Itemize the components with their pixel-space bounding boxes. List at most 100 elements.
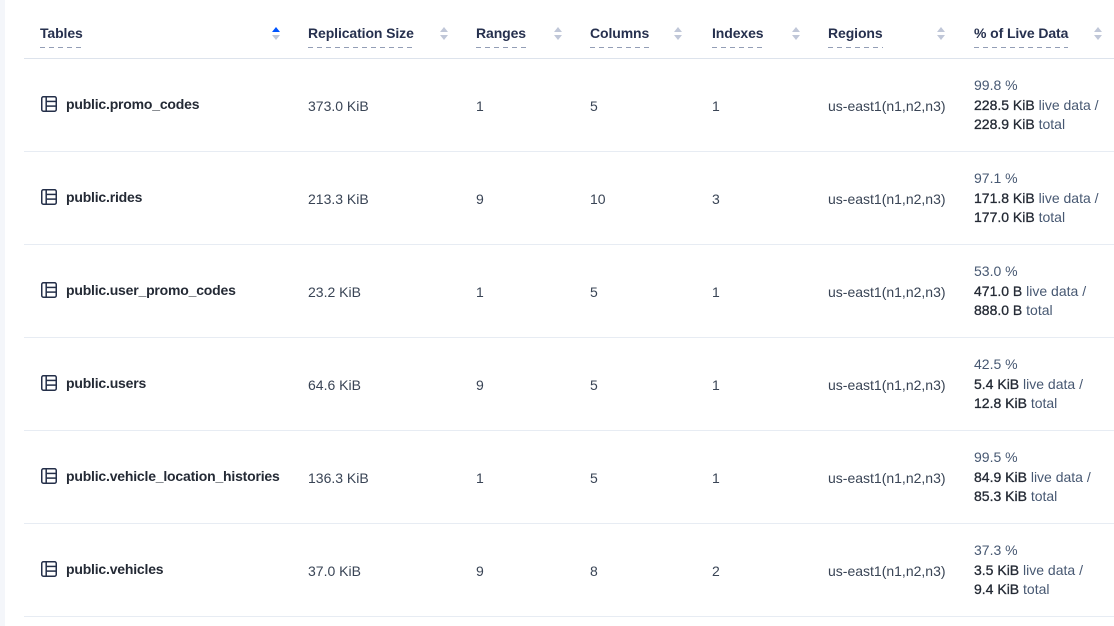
table-name-link[interactable]: public.user_promo_codes bbox=[66, 281, 236, 298]
total-data-amount: 228.9 KiB total bbox=[974, 116, 1066, 133]
cell-indexes: 2 bbox=[692, 523, 810, 617]
sort-arrow-down-icon bbox=[554, 35, 562, 40]
sort-icon-replication-size[interactable] bbox=[440, 26, 448, 40]
table-icon bbox=[41, 560, 57, 577]
live-data-amount: 3.5 KiB live data / bbox=[974, 561, 1083, 578]
live-data-percent: 53.0 % bbox=[974, 263, 1018, 280]
table-name-link[interactable]: public.rides bbox=[66, 188, 143, 205]
table-icon bbox=[41, 281, 57, 298]
table-row[interactable]: public.user_promo_codes 23.2 KiB 1 5 1 u… bbox=[24, 244, 1114, 338]
live-data-percent: 42.5 % bbox=[974, 356, 1018, 373]
column-header-replication-size-label[interactable]: Replication Size bbox=[308, 26, 414, 48]
table-name-link[interactable]: public.vehicles bbox=[66, 560, 164, 577]
cell-columns: 5 bbox=[572, 430, 692, 524]
sort-arrow-up-icon bbox=[554, 27, 562, 32]
column-header-regions[interactable]: Regions bbox=[810, 0, 955, 59]
table-icon bbox=[41, 467, 57, 484]
cell-indexes: 1 bbox=[692, 58, 810, 152]
cell-table-name[interactable]: public.vehicles bbox=[24, 523, 290, 617]
column-header-ranges[interactable]: Ranges bbox=[458, 0, 572, 59]
sort-icon-tables[interactable] bbox=[272, 26, 280, 40]
cell-regions: us-east1(n1,n2,n3) bbox=[810, 58, 955, 152]
table-icon bbox=[41, 188, 57, 205]
table-row[interactable]: public.users 64.6 KiB 9 5 1 us-east1(n1,… bbox=[24, 337, 1114, 431]
cell-regions: us-east1(n1,n2,n3) bbox=[810, 151, 955, 245]
table-name-link[interactable]: public.vehicle_location_histories bbox=[66, 467, 280, 484]
column-header-regions-label[interactable]: Regions bbox=[828, 26, 883, 48]
table-icon bbox=[41, 95, 57, 112]
column-header-tables[interactable]: Tables bbox=[24, 0, 290, 59]
cell-table-name[interactable]: public.promo_codes bbox=[24, 58, 290, 152]
cell-table-name[interactable]: public.user_promo_codes bbox=[24, 244, 290, 338]
cell-ranges: 1 bbox=[458, 58, 572, 152]
cell-table-name[interactable]: public.users bbox=[24, 337, 290, 431]
live-data-amount: 471.0 B live data / bbox=[974, 282, 1087, 299]
sort-arrow-up-icon bbox=[674, 27, 682, 32]
column-header-live-data[interactable]: % of Live Data bbox=[955, 0, 1112, 59]
cell-overflow bbox=[1112, 430, 1114, 524]
cell-regions: us-east1(n1,n2,n3) bbox=[810, 523, 955, 617]
sort-arrow-up-icon bbox=[272, 27, 280, 32]
sort-icon-regions[interactable] bbox=[937, 26, 945, 40]
cell-columns: 5 bbox=[572, 337, 692, 431]
cell-replication-size: 213.3 KiB bbox=[290, 151, 458, 245]
cell-ranges: 9 bbox=[458, 151, 572, 245]
column-header-live-data-label[interactable]: % of Live Data bbox=[974, 26, 1068, 48]
column-header-ranges-label[interactable]: Ranges bbox=[476, 26, 526, 48]
total-data-amount: 177.0 KiB total bbox=[974, 209, 1066, 226]
column-header-columns-label[interactable]: Columns bbox=[590, 26, 649, 48]
live-data-amount: 84.9 KiB live data / bbox=[974, 468, 1091, 485]
live-data-amount: 228.5 KiB live data / bbox=[974, 96, 1099, 113]
cell-overflow bbox=[1112, 523, 1114, 617]
column-header-indexes[interactable]: Indexes bbox=[692, 0, 810, 59]
cell-live-data: 99.5 % 84.9 KiB live data / 85.3 KiB tot… bbox=[955, 430, 1112, 524]
cell-live-data: 37.3 % 3.5 KiB live data / 9.4 KiB total bbox=[955, 523, 1112, 617]
column-header-tables-label[interactable]: Tables bbox=[40, 26, 83, 48]
cell-indexes: 1 bbox=[692, 430, 810, 524]
cell-ranges: 1 bbox=[458, 244, 572, 338]
cell-columns: 5 bbox=[572, 244, 692, 338]
cell-live-data: 99.8 % 228.5 KiB live data / 228.9 KiB t… bbox=[955, 58, 1112, 152]
cell-live-data: 97.1 % 171.8 KiB live data / 177.0 KiB t… bbox=[955, 151, 1112, 245]
live-data-amount: 5.4 KiB live data / bbox=[974, 375, 1083, 392]
table-row[interactable]: public.vehicle_location_histories 136.3 … bbox=[24, 430, 1114, 524]
cell-replication-size: 37.0 KiB bbox=[290, 523, 458, 617]
sort-arrow-down-icon bbox=[937, 35, 945, 40]
cell-overflow bbox=[1112, 151, 1114, 245]
cell-table-name[interactable]: public.rides bbox=[24, 151, 290, 245]
table-row[interactable]: public.vehicles 37.0 KiB 9 8 2 us-east1(… bbox=[24, 523, 1114, 617]
total-data-amount: 888.0 B total bbox=[974, 302, 1053, 319]
sort-arrow-up-icon bbox=[792, 27, 800, 32]
sort-arrow-down-icon bbox=[792, 35, 800, 40]
sort-arrow-down-icon bbox=[272, 35, 280, 40]
cell-columns: 10 bbox=[572, 151, 692, 245]
cell-overflow bbox=[1112, 244, 1114, 338]
total-data-amount: 85.3 KiB total bbox=[974, 488, 1058, 505]
cell-replication-size: 23.2 KiB bbox=[290, 244, 458, 338]
cell-ranges: 9 bbox=[458, 337, 572, 431]
cell-replication-size: 373.0 KiB bbox=[290, 58, 458, 152]
sort-arrow-up-icon bbox=[937, 27, 945, 32]
sort-icon-ranges[interactable] bbox=[554, 26, 562, 40]
sort-arrow-up-icon bbox=[1094, 27, 1102, 32]
live-data-amount: 171.8 KiB live data / bbox=[974, 189, 1099, 206]
sort-icon-live-data[interactable] bbox=[1094, 26, 1102, 40]
sort-icon-indexes[interactable] bbox=[792, 26, 800, 40]
table-icon bbox=[41, 374, 57, 391]
cell-live-data: 42.5 % 5.4 KiB live data / 12.8 KiB tota… bbox=[955, 337, 1112, 431]
sort-arrow-down-icon bbox=[1094, 35, 1102, 40]
cell-columns: 8 bbox=[572, 523, 692, 617]
cell-regions: us-east1(n1,n2,n3) bbox=[810, 244, 955, 338]
table-row[interactable]: public.rides 213.3 KiB 9 10 3 us-east1(n… bbox=[24, 151, 1114, 245]
column-header-replication-size[interactable]: Replication Size bbox=[290, 0, 458, 59]
table-name-link[interactable]: public.users bbox=[66, 374, 147, 391]
column-header-overflow bbox=[1112, 0, 1114, 59]
table-row[interactable]: public.promo_codes 373.0 KiB 1 5 1 us-ea… bbox=[24, 58, 1114, 152]
column-header-indexes-label[interactable]: Indexes bbox=[712, 26, 764, 48]
column-header-columns[interactable]: Columns bbox=[572, 0, 692, 59]
table-name-link[interactable]: public.promo_codes bbox=[66, 95, 200, 112]
total-data-amount: 12.8 KiB total bbox=[974, 395, 1058, 412]
cell-table-name[interactable]: public.vehicle_location_histories bbox=[24, 430, 290, 524]
cell-ranges: 9 bbox=[458, 523, 572, 617]
sort-icon-columns[interactable] bbox=[674, 26, 682, 40]
